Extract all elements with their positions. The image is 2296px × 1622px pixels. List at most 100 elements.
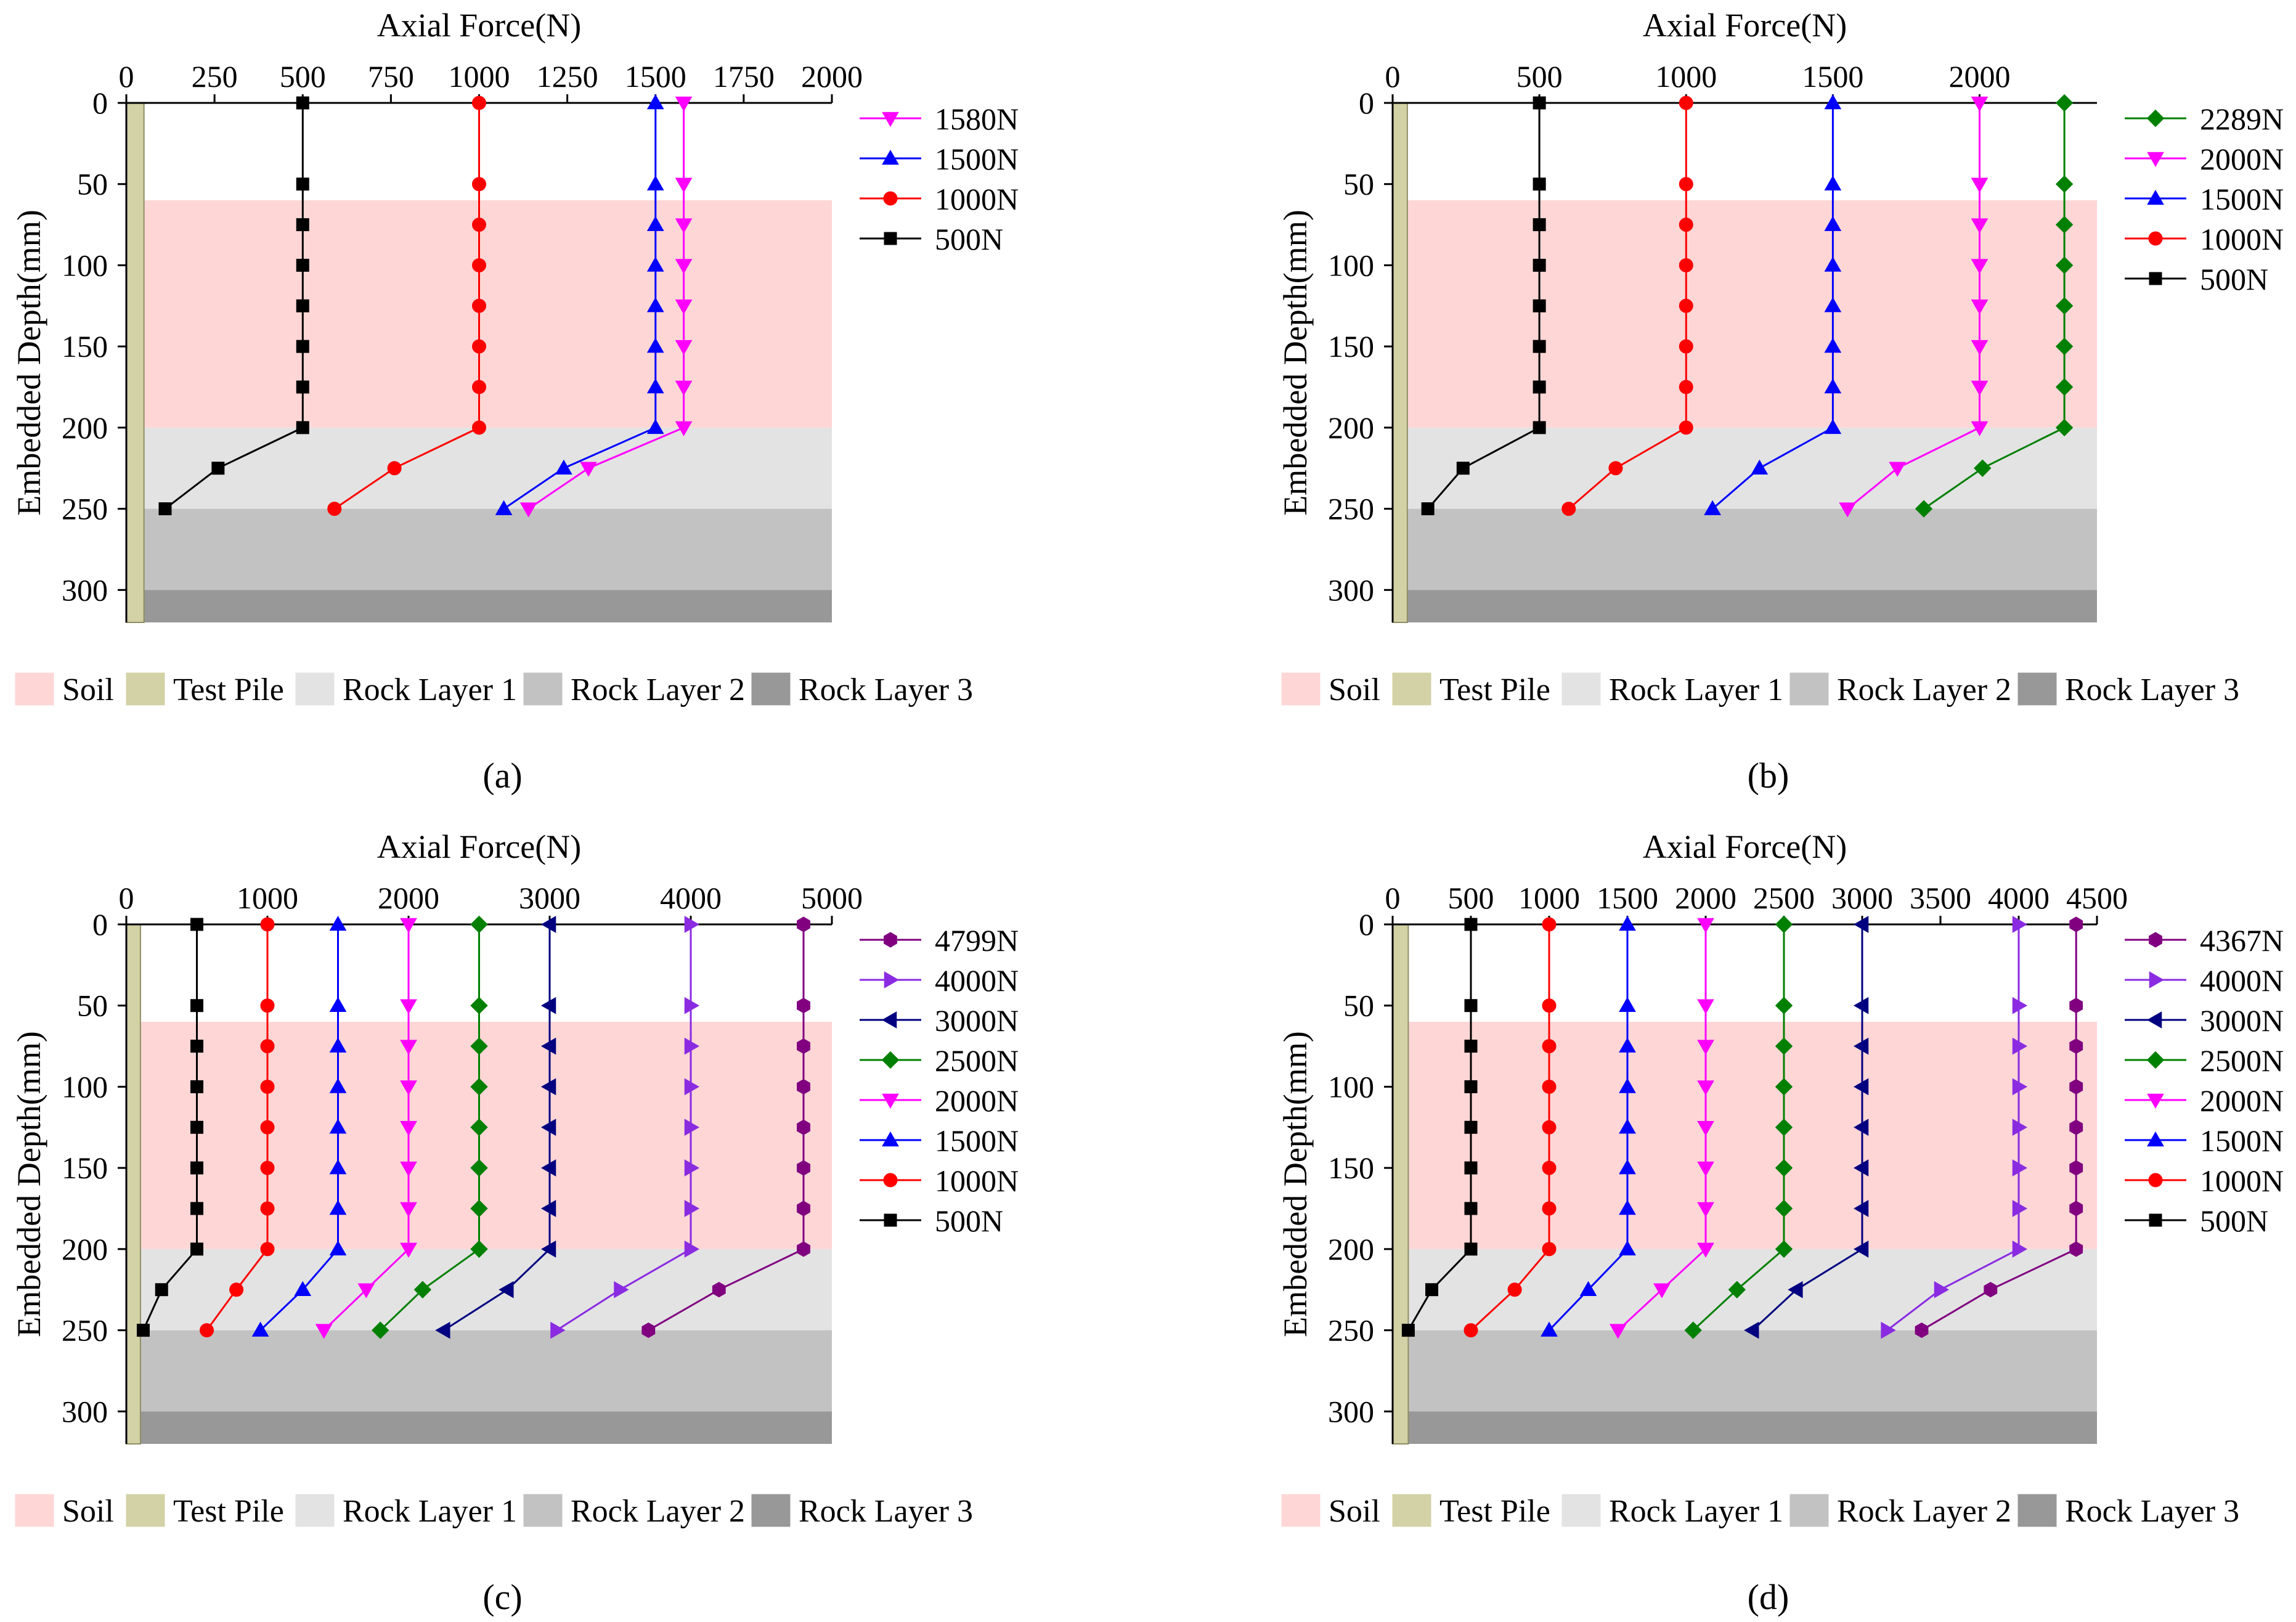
data-point (675, 300, 693, 315)
data-point (1679, 177, 1693, 192)
data-point (329, 1159, 347, 1175)
data-point (260, 1120, 275, 1135)
data-point (190, 918, 203, 931)
legend-marker (2147, 1093, 2164, 1109)
x-tick-label: 1500 (625, 59, 686, 94)
series-line-2000N (1847, 103, 1981, 510)
legend-marker (2147, 152, 2164, 168)
data-point (684, 996, 700, 1014)
data-point (1971, 218, 1989, 234)
data-point (1697, 1202, 1714, 1218)
data-point (470, 996, 488, 1014)
data-point (2012, 1119, 2028, 1136)
data-point (1542, 1039, 1557, 1054)
chart-panel-2: 0 500 1000 1500 2000 0 50 100 150 200 250 300 Axial … (1277, 7, 2284, 796)
layer-legend-label: Rock Layer 3 (2065, 1494, 2239, 1529)
data-point (1456, 462, 1470, 475)
data-point (797, 998, 810, 1014)
data-point (646, 216, 664, 231)
data-point (1421, 502, 1435, 516)
test-pile (1392, 102, 1408, 623)
test-pile (126, 924, 141, 1445)
panel-caption: (d) (1748, 1577, 1789, 1617)
data-point (1679, 258, 1693, 272)
data-point (260, 1242, 275, 1257)
layer-legend-swatch (2017, 1494, 2057, 1527)
legend-marker (2148, 231, 2163, 246)
data-point (400, 1040, 417, 1055)
rock-layer-3 (1393, 590, 2097, 622)
chart-panel-4: 0 500 1000 1500 2000 2500 3000 3500 4000 4500 0 50 1… (1277, 828, 2284, 1617)
legend-marker (882, 112, 899, 128)
data-point (675, 340, 693, 356)
legend-marker (2149, 272, 2162, 285)
data-point (1853, 1078, 1869, 1096)
y-tick-label: 150 (62, 1151, 108, 1185)
data-point (1542, 1201, 1557, 1216)
data-point (435, 1321, 450, 1339)
legend-label: 500N (935, 1204, 1003, 1238)
data-point (1464, 1040, 1478, 1053)
series-line-3000N (443, 924, 551, 1331)
data-point (1853, 1159, 1869, 1177)
data-point (646, 256, 664, 272)
legend-label: 1500N (935, 1123, 1019, 1158)
y-tick-label: 250 (1328, 492, 1374, 526)
data-point (260, 1079, 275, 1094)
x-tick-label: 500 (280, 59, 326, 94)
data-point (797, 1078, 810, 1094)
y-tick-label: 0 (1359, 907, 1374, 942)
data-point (1697, 1080, 1714, 1096)
x-axis-title: Axial Force(N) (1643, 7, 1847, 44)
data-point (675, 96, 693, 112)
data-point (260, 1201, 275, 1216)
data-point (2012, 1078, 2028, 1096)
rock-layer-1 (126, 427, 832, 509)
data-point (2055, 94, 2074, 112)
series-line-1000N (1568, 103, 1687, 510)
data-point (329, 1240, 347, 1256)
data-point (1542, 917, 1557, 932)
data-point (371, 1321, 389, 1339)
y-tick-label: 0 (92, 907, 108, 942)
data-point (2069, 1119, 2083, 1135)
data-point (296, 421, 309, 434)
series-line-4000N (1886, 924, 2020, 1331)
series-line-2500N (380, 924, 480, 1331)
series-line-2500N (1692, 924, 1785, 1331)
y-tick-label: 300 (62, 1394, 108, 1428)
data-point (1824, 216, 1842, 231)
data-point (190, 999, 203, 1013)
series-line-1500N (259, 924, 339, 1331)
series-line-1500N (503, 103, 657, 510)
data-point (1697, 1161, 1714, 1177)
data-point (1728, 1281, 1746, 1298)
x-tick-label: 3000 (1831, 881, 1893, 915)
y-tick-label: 300 (1328, 573, 1374, 607)
legend-label: 4799N (935, 923, 1019, 958)
legend-marker (2149, 971, 2165, 988)
y-axis-title: Embedded Depth(mm) (1277, 1031, 1314, 1337)
data-point (1775, 915, 1793, 934)
data-point (1619, 1200, 1636, 1215)
x-tick-label: 500 (1448, 881, 1494, 915)
data-point (1824, 378, 1842, 394)
layer-legend-label: Rock Layer 3 (799, 1494, 973, 1529)
data-point (1463, 1323, 1478, 1338)
layer-legend-label: Test Pile (173, 1494, 284, 1529)
data-point (400, 918, 417, 934)
data-point (646, 378, 664, 394)
data-point (155, 1283, 168, 1297)
data-point (1934, 1281, 1950, 1298)
layer-legend-label: Rock Layer 2 (1837, 1494, 2011, 1529)
legend-label: 500N (935, 222, 1003, 256)
data-point (190, 1040, 203, 1053)
layer-legend-swatch (15, 1494, 54, 1527)
data-point (260, 998, 275, 1013)
data-point (1533, 340, 1546, 353)
data-point (2069, 1200, 2083, 1216)
data-point (327, 502, 342, 516)
data-point (495, 500, 513, 515)
data-point (470, 1199, 488, 1218)
data-point (1824, 338, 1842, 353)
